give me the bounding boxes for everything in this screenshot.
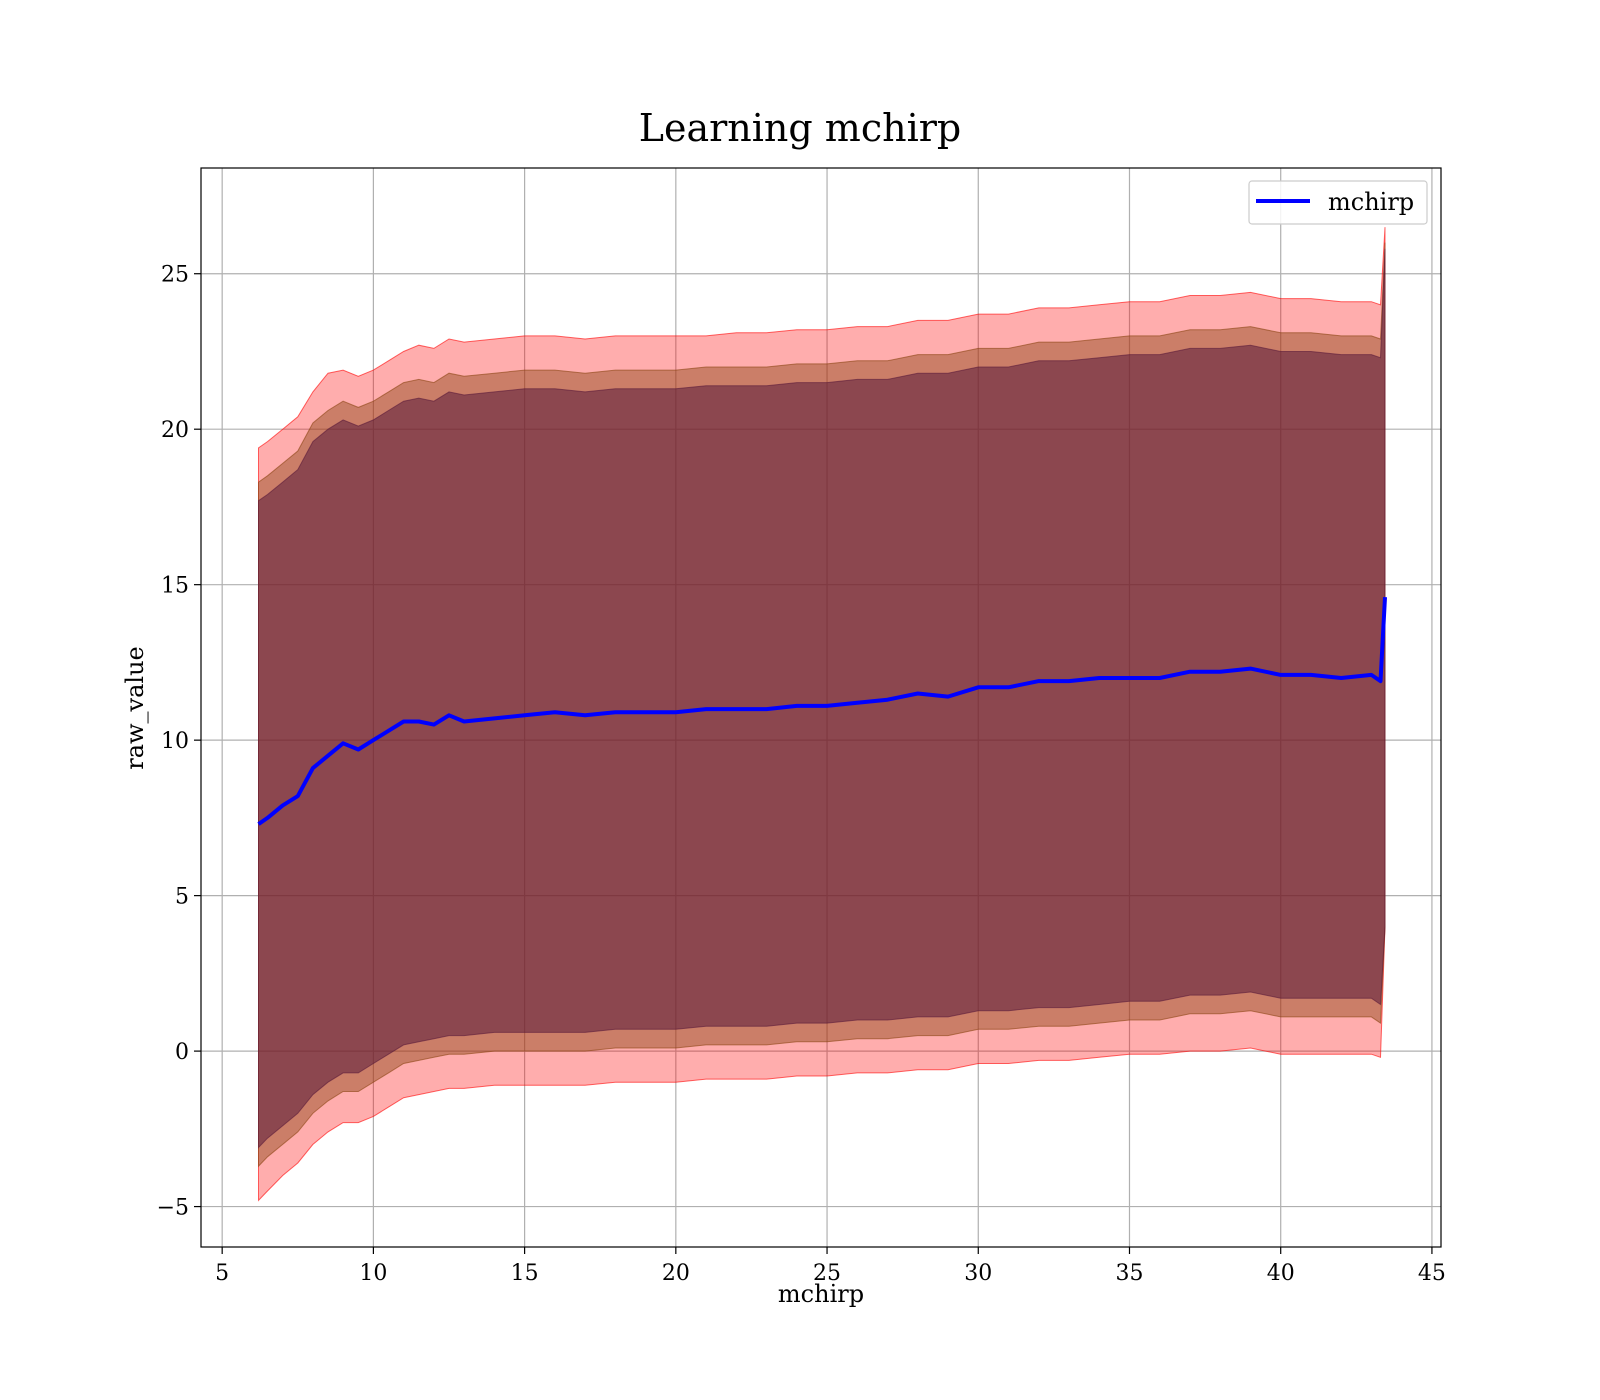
series-lines bbox=[257, 596, 1387, 826]
plot-frame bbox=[200, 167, 1442, 1248]
y-tick-label-10: 10 bbox=[161, 729, 189, 754]
x-axis-ticks: 5 10 15 20 25 30 35 40 45 bbox=[215, 1247, 1446, 1286]
y-tick-label-25: 25 bbox=[161, 263, 189, 288]
x-tick-label-45: 45 bbox=[1418, 1261, 1446, 1286]
x-tick-label-25: 25 bbox=[813, 1261, 841, 1286]
y-tick-label-5: 5 bbox=[175, 885, 189, 910]
y-tick-label-20: 20 bbox=[161, 418, 189, 443]
y-axis-ticks: −5 0 5 10 15 20 25 bbox=[157, 263, 201, 1221]
x-tick-label-15: 15 bbox=[511, 1261, 539, 1286]
y-tick-label--5: −5 bbox=[157, 1196, 189, 1221]
x-tick-label-30: 30 bbox=[964, 1261, 992, 1286]
y-axis-label: raw_value bbox=[121, 646, 149, 770]
band-inner bbox=[258, 248, 1386, 1149]
x-tick-label-5: 5 bbox=[215, 1261, 229, 1286]
x-axis-label: mchirp bbox=[778, 1280, 864, 1308]
legend-entry-mchirp: mchirp bbox=[1328, 188, 1414, 216]
x-tick-label-20: 20 bbox=[662, 1261, 690, 1286]
plot-area bbox=[200, 167, 1442, 1248]
y-tick-label-15: 15 bbox=[161, 574, 189, 599]
series-line-mchirp bbox=[257, 596, 1387, 826]
legend: mchirp bbox=[1248, 180, 1428, 225]
x-tick-label-35: 35 bbox=[1115, 1261, 1143, 1286]
legend-box bbox=[1248, 180, 1428, 225]
x-tick-label-40: 40 bbox=[1267, 1261, 1295, 1286]
y-tick-label-0: 0 bbox=[175, 1040, 189, 1065]
x-tick-label-10: 10 bbox=[359, 1261, 387, 1286]
chart-title: Learning mchirp bbox=[639, 106, 961, 150]
